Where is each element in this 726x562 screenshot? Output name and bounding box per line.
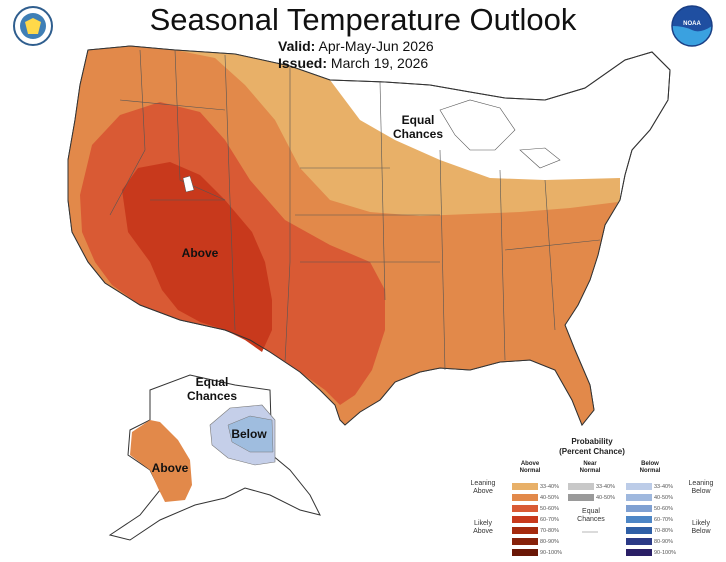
legend-above-range: 60-70% bbox=[540, 516, 559, 523]
great-lakes bbox=[439, 99, 561, 169]
legend-below-range: 70-80% bbox=[654, 527, 673, 534]
alaska-below-inner bbox=[227, 415, 274, 453]
legend-near-range: 40-50% bbox=[596, 494, 615, 501]
legend-near-range: 33-40% bbox=[596, 483, 615, 490]
state-lines bbox=[109, 49, 601, 371]
legend-near-row: 33-40% bbox=[568, 478, 615, 491]
legend-below-range: 80-90% bbox=[654, 538, 673, 545]
legend-likely-above: Likely Above bbox=[473, 520, 493, 535]
legend-above-row: 60-70% bbox=[512, 511, 559, 524]
legend-near-swatch bbox=[568, 483, 594, 491]
alaska-above-region bbox=[130, 420, 192, 502]
legend-above-header: Above Normal bbox=[519, 461, 541, 474]
legend-title: Probability (Percent Chance) bbox=[559, 437, 625, 456]
legend-leaning-below: Leaning Below bbox=[688, 480, 714, 495]
legend-above-row: 70-80% bbox=[512, 522, 559, 535]
legend-near-swatch bbox=[568, 494, 594, 502]
legend-equal-chances: Equal Chances bbox=[577, 508, 605, 523]
legend-leaning-above: Leaning Above bbox=[470, 480, 496, 495]
legend-below-range: 90-100% bbox=[654, 549, 677, 556]
legend-near-row: 40-50% bbox=[568, 489, 615, 502]
legend-near-header: Near Normal bbox=[579, 461, 601, 474]
legend-above-swatch bbox=[512, 483, 538, 491]
legend-below-range: 50-60% bbox=[654, 505, 673, 512]
noaa-logo bbox=[671, 5, 713, 47]
commerce-seal bbox=[13, 6, 53, 46]
legend-below-range: 33-40% bbox=[654, 483, 673, 490]
valid-line: Valid: Apr-May-Jun 2026 bbox=[278, 38, 434, 54]
legend-below-swatch bbox=[626, 516, 652, 524]
legend-above-row: 40-50% bbox=[512, 489, 559, 502]
legend-above-range: 50-60% bbox=[540, 505, 559, 512]
valid-label: Valid: bbox=[278, 38, 316, 54]
legend-above-row: 50-60% bbox=[512, 500, 559, 513]
legend-above-swatch bbox=[512, 527, 538, 535]
legend-below-swatch bbox=[626, 494, 652, 502]
great-salt-lake bbox=[182, 175, 195, 193]
legend-above-row: 90-100% bbox=[512, 544, 562, 557]
legend-below-swatch bbox=[626, 483, 652, 491]
legend-above-range: 90-100% bbox=[540, 549, 563, 556]
legend-above-range: 70-80% bbox=[540, 527, 559, 534]
legend-below-range: 60-70% bbox=[654, 516, 673, 523]
below-label-alaska: Below bbox=[231, 427, 267, 441]
legend-below-swatch bbox=[626, 549, 652, 557]
issued-value: March 19, 2026 bbox=[330, 55, 429, 71]
issued-label: Issued: bbox=[278, 55, 328, 71]
legend-above-swatch bbox=[512, 549, 538, 557]
noaa-logo-text: NOAA bbox=[683, 21, 701, 27]
legend-below-row: 70-80% bbox=[626, 522, 673, 535]
legend-below-swatch bbox=[626, 505, 652, 513]
legend-above-range: 80-90% bbox=[540, 538, 559, 545]
legend-above-swatch bbox=[512, 505, 538, 513]
legend-likely-below: Likely Below bbox=[691, 520, 711, 535]
legend-above-swatch bbox=[512, 516, 538, 524]
legend-below-range: 40-50% bbox=[654, 494, 673, 501]
legend-below-row: 40-50% bbox=[626, 489, 673, 502]
legend-below-swatch bbox=[626, 538, 652, 546]
valid-value: Apr-May-Jun 2026 bbox=[318, 38, 434, 54]
legend-above-swatch bbox=[512, 538, 538, 546]
legend-below-row: 80-90% bbox=[626, 533, 673, 546]
equal-chances-label-conus: Equal Chances bbox=[392, 113, 444, 141]
legend-above-range: 40-50% bbox=[540, 494, 559, 501]
legend-above-row: 80-90% bbox=[512, 533, 559, 546]
legend-below-row: 50-60% bbox=[626, 500, 673, 513]
legend-below-swatch bbox=[626, 527, 652, 535]
equal-chances-label-alaska: Equal Chances bbox=[186, 375, 238, 403]
above-label-alaska: Above bbox=[151, 461, 189, 475]
legend-below-row: 33-40% bbox=[626, 478, 673, 491]
issued-line: Issued: March 19, 2026 bbox=[278, 55, 428, 71]
legend-above-swatch bbox=[512, 494, 538, 502]
above-label-conus: Above bbox=[181, 246, 219, 260]
above-60-70-region bbox=[122, 162, 272, 352]
legend-below-row: 60-70% bbox=[626, 511, 673, 524]
page-title: Seasonal Temperature Outlook bbox=[149, 2, 577, 37]
legend-above-row: 33-40% bbox=[512, 478, 559, 491]
legend-above-range: 33-40% bbox=[540, 483, 559, 490]
legend-below-header: Below Normal bbox=[639, 461, 661, 474]
legend-below-row: 90-100% bbox=[626, 544, 676, 557]
